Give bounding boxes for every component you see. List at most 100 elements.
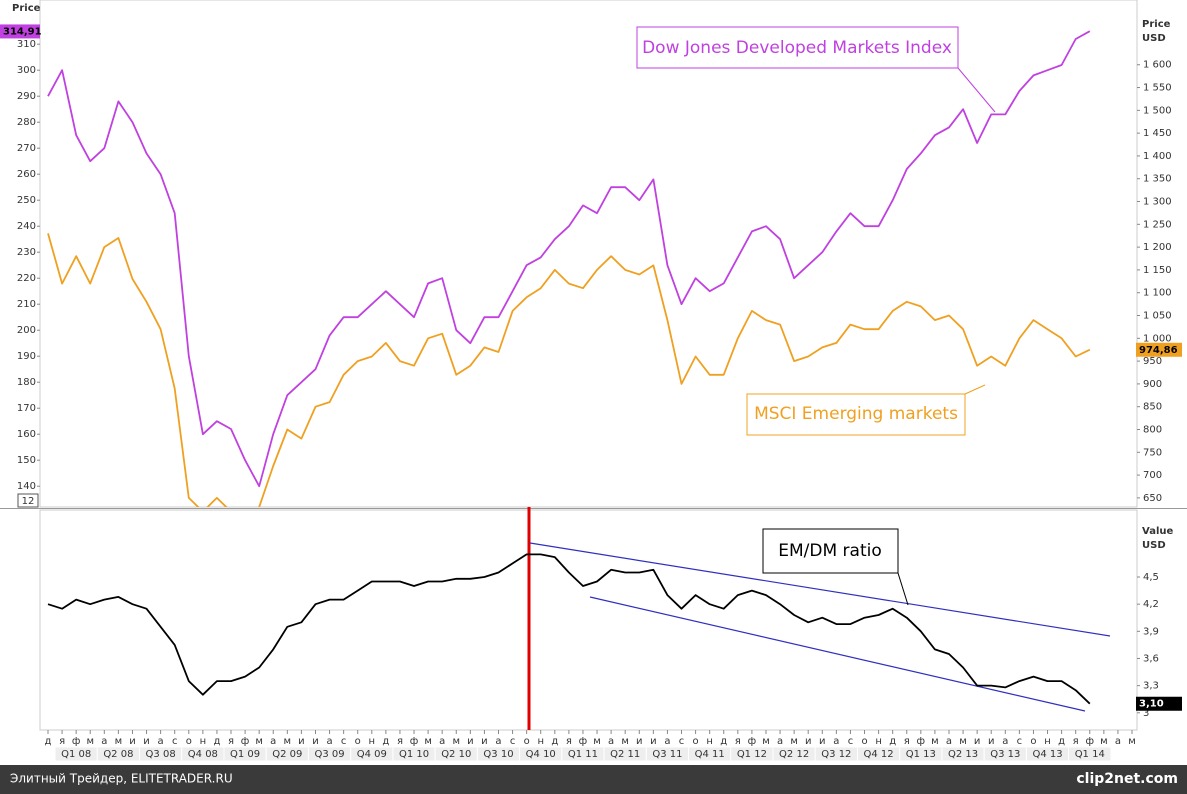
x-tick-label: я: [59, 736, 65, 747]
x-tick-label: а: [777, 736, 783, 747]
y2-tick-label: 1 000: [1143, 333, 1172, 344]
quarter-label: Q2 08: [103, 749, 133, 760]
x-tick-label: и: [143, 736, 150, 747]
x-tick-label: м: [115, 736, 123, 747]
y2-tick-label: 1 300: [1143, 197, 1172, 208]
x-tick-label: м: [593, 736, 601, 747]
last-value-tag: [1136, 696, 1182, 711]
quarter-label: Q2 12: [779, 749, 809, 760]
quarter-label: Q1 09: [230, 749, 260, 760]
x-tick-label: а: [608, 736, 614, 747]
quarter-label: Q4 10: [526, 749, 556, 760]
y-tick-label: 190: [17, 351, 36, 362]
y-tick-label: 280: [17, 117, 36, 128]
y2-tick-label: 1 400: [1143, 151, 1172, 162]
x-tick-label: д: [720, 736, 727, 747]
x-tick-label: а: [833, 736, 839, 747]
y-tick-label: 3,6: [1143, 653, 1159, 664]
x-tick-label: а: [495, 736, 501, 747]
x-tick-label: м: [790, 736, 798, 747]
x-tick-label: н: [706, 736, 713, 747]
y2-tick-label: 900: [1143, 379, 1162, 390]
x-tick-label: а: [158, 736, 164, 747]
quarter-label: Q3 08: [146, 749, 176, 760]
x-tick-label: м: [86, 736, 94, 747]
x-tick-label: д: [889, 736, 896, 747]
x-tick-label: м: [959, 736, 967, 747]
x-tick-label: и: [298, 736, 305, 747]
y-tick-label: 240: [17, 221, 36, 232]
y2-tick-label: 1 500: [1143, 105, 1172, 116]
x-tick-label: и: [312, 736, 319, 747]
x-tick-label: ф: [410, 736, 419, 747]
x-tick-label: и: [481, 736, 488, 747]
y2-title: Value: [1142, 526, 1173, 537]
y-tick-label: 170: [17, 403, 36, 414]
x-tick-label: а: [326, 736, 332, 747]
y2-tick-label: 800: [1143, 424, 1162, 435]
y-tick-label: 230: [17, 247, 36, 258]
y2-tick-label: 1 050: [1143, 311, 1172, 322]
x-tick-label: а: [270, 736, 276, 747]
y2-tick-label: 750: [1143, 447, 1162, 458]
x-tick-label: а: [439, 736, 445, 747]
last-value-label: 3,10: [1139, 699, 1164, 710]
quarter-label: Q1 13: [906, 749, 936, 760]
badge-box: [17, 493, 39, 508]
y2-tick-label: 1 100: [1143, 288, 1172, 299]
last-value-label: 314,91: [3, 26, 42, 37]
x-tick-label: с: [510, 736, 516, 747]
y-tick-label: 260: [17, 169, 36, 180]
quarter-label: Q1 14: [1075, 749, 1105, 760]
x-tick-label: и: [467, 736, 474, 747]
y-tick-label: 200: [17, 325, 36, 336]
x-tick-label: и: [650, 736, 657, 747]
y-tick-label: 220: [17, 273, 36, 284]
y2-tick-label: 1 150: [1143, 265, 1172, 276]
series-line: [47, 30, 1091, 488]
quarter-label: Q3 11: [652, 749, 682, 760]
annotation-box: [636, 26, 959, 69]
x-tick-label: ф: [579, 736, 588, 747]
x-tick-label: с: [848, 736, 854, 747]
quarter-label: Q2 10: [441, 749, 471, 760]
x-tick-label: о: [693, 736, 699, 747]
quarter-label: Q4 11: [695, 749, 725, 760]
x-tick-label: а: [1002, 736, 1008, 747]
y2-tick-label: 1 600: [1143, 60, 1172, 71]
x-tick-label: о: [186, 736, 192, 747]
y-tick-label: 140: [17, 481, 36, 492]
y2-title: USD: [1142, 33, 1166, 44]
y-tick-label: 310: [17, 39, 36, 50]
x-tick-label: я: [566, 736, 572, 747]
x-tick-label: д: [45, 736, 52, 747]
x-tick-label: а: [1115, 736, 1121, 747]
x-tick-label: м: [452, 736, 460, 747]
x-tick-label: а: [664, 736, 670, 747]
x-tick-label: о: [861, 736, 867, 747]
quarter-label: Q1 08: [61, 749, 91, 760]
x-tick-label: и: [974, 736, 981, 747]
quarter-label: Q4 12: [864, 749, 894, 760]
x-tick-label: м: [762, 736, 770, 747]
leader-line: [964, 384, 986, 395]
leader-line: [897, 572, 909, 606]
x-tick-label: я: [735, 736, 741, 747]
y-tick-label: 290: [17, 91, 36, 102]
x-tick-label: о: [1030, 736, 1036, 747]
x-tick-label: д: [213, 736, 220, 747]
badge: 12: [22, 496, 35, 507]
x-tick-label: м: [255, 736, 263, 747]
series-line: [47, 233, 1091, 507]
y2-tick-label: 700: [1143, 470, 1162, 481]
quarter-label: Q2 11: [610, 749, 640, 760]
quarter-label: Q1 12: [737, 749, 767, 760]
bottom-panel: [39, 509, 1138, 731]
annotation: EM/DM ratio: [778, 541, 882, 561]
x-tick-label: о: [524, 736, 530, 747]
quarter-label: Q4 13: [1032, 749, 1062, 760]
quarter-label: Q2 13: [948, 749, 978, 760]
x-tick-label: м: [424, 736, 432, 747]
y-tick-label: 3,9: [1143, 626, 1159, 637]
